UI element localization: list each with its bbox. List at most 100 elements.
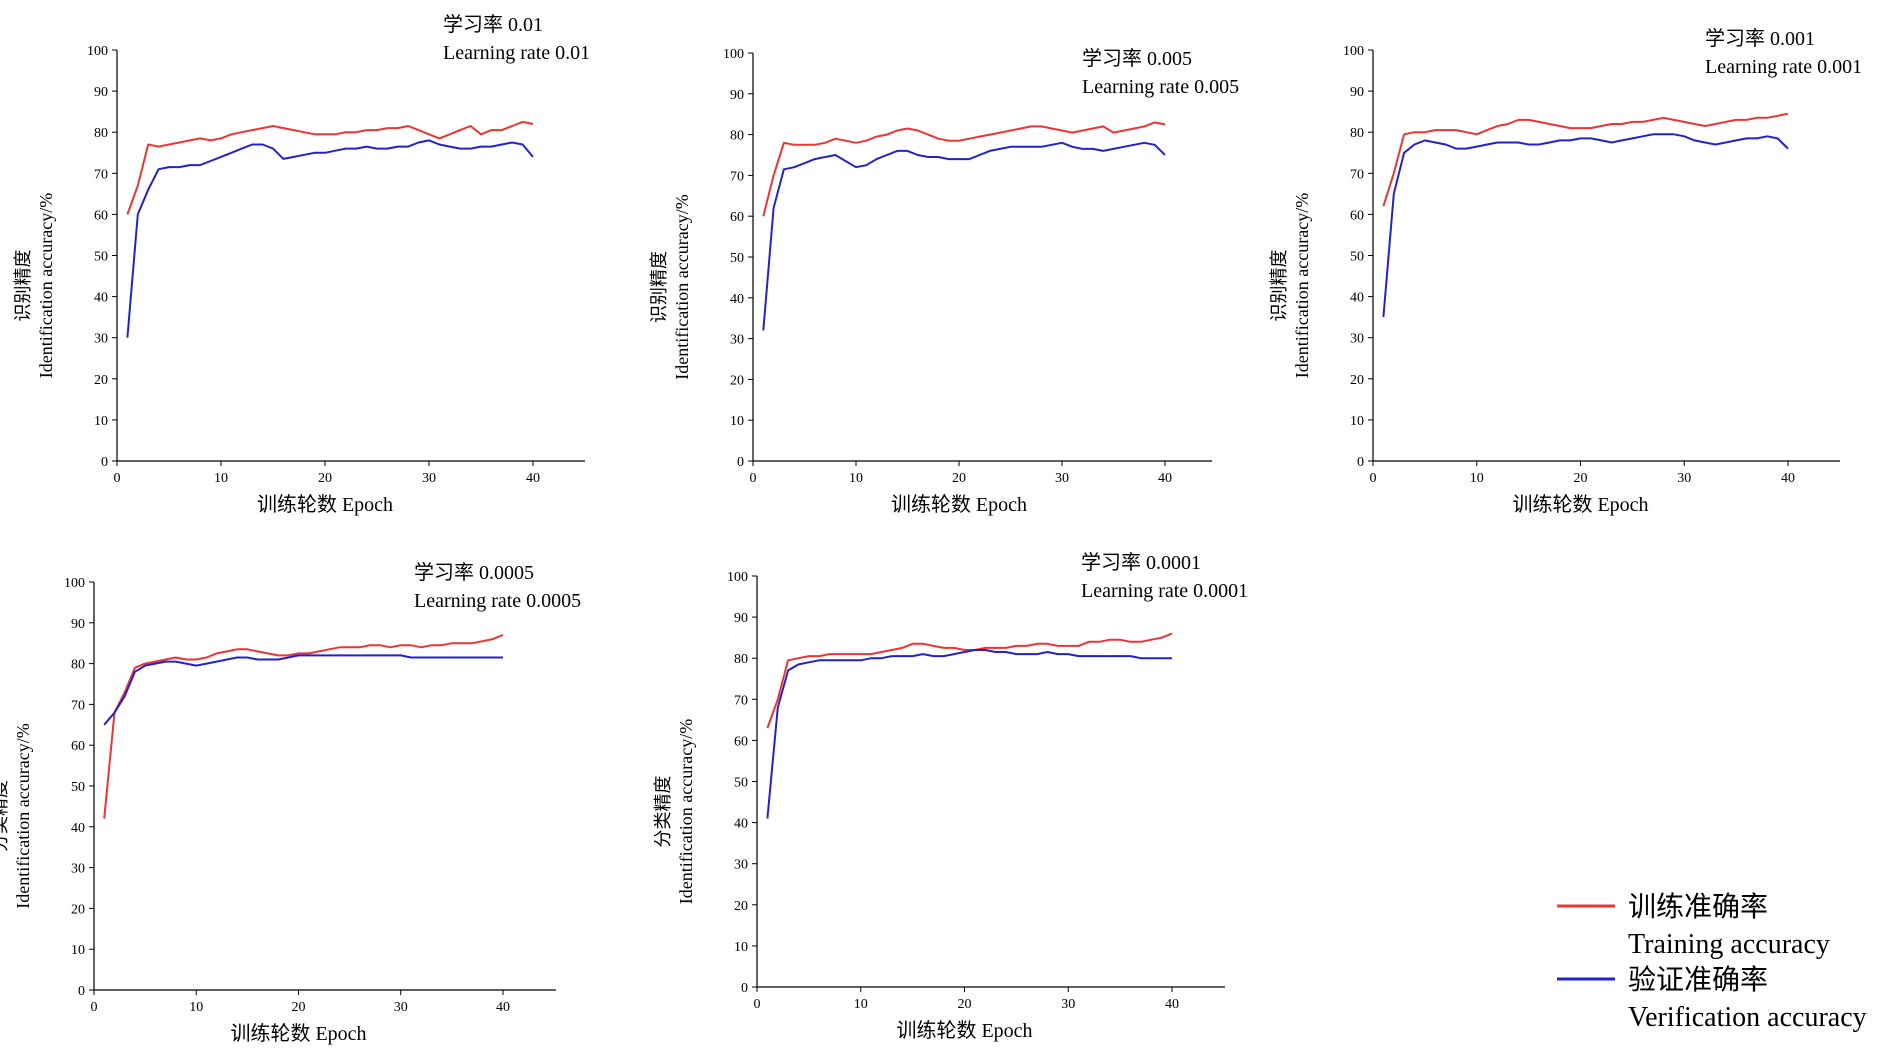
- training-accuracy-line: [762, 121, 1166, 217]
- learning-rate-note-en: Learning rate 0.005: [1082, 76, 1239, 98]
- y-tick-label: 50: [71, 780, 85, 795]
- y-axis-label-en: Identification accuracy/%: [36, 193, 56, 378]
- learning-rate-note-cn: 学习率 0.0001: [1081, 551, 1201, 574]
- y-tick-label: 20: [1350, 373, 1364, 388]
- x-tick-label: 20: [318, 471, 332, 486]
- x-tick-label: 30: [422, 471, 436, 486]
- y-tick-label: 90: [734, 611, 748, 626]
- chart-panel-5: 0 10 20 30 40 50 60 70 80 90 100 0 10 20 30 40 训练轮数 Epoc…: [653, 551, 1248, 1042]
- verification-accuracy-line: [762, 141, 1166, 331]
- x-tick-label: 40: [1158, 471, 1172, 486]
- y-tick-label: 80: [94, 126, 108, 141]
- x-tick-label: 0: [1370, 471, 1377, 486]
- y-tick-label: 60: [734, 734, 748, 749]
- y-tick-label: 0: [737, 455, 744, 470]
- learning-rate-note-cn: 学习率 0.01: [443, 13, 543, 36]
- y-tick-label: 30: [71, 862, 85, 877]
- y-tick-label: 20: [71, 902, 85, 917]
- legend-verification-label-en: Verification accuracy: [1628, 1002, 1867, 1033]
- chart-panel-4: 0 10 20 30 40 50 60 70 80 90 100 0 10 20 30 40 训练轮数 Epoc…: [0, 561, 581, 1045]
- learning-rate-note-en: Learning rate 0.001: [1705, 56, 1862, 78]
- chart-panel-1: 0 10 20 30 40 50 60 70 80 90 100 0 10 20 30 40 训练轮数 Epoc…: [13, 13, 590, 516]
- y-tick-label: 50: [1350, 250, 1364, 265]
- y-tick-label: 70: [1350, 167, 1364, 182]
- y-axis-label-cn: 识别精度: [13, 250, 33, 322]
- y-axis-label-en: Identification accuracy/%: [1292, 193, 1312, 378]
- x-tick-label: 10: [214, 471, 228, 486]
- x-tick-label: 30: [1677, 471, 1691, 486]
- y-tick-label: 90: [71, 617, 85, 632]
- y-tick-label: 30: [1350, 332, 1364, 347]
- y-tick-label: 60: [94, 208, 108, 223]
- y-tick-label: 30: [734, 858, 748, 873]
- y-tick-label: 80: [71, 658, 85, 673]
- y-tick-label: 20: [730, 373, 744, 388]
- y-tick-label: 100: [64, 576, 85, 591]
- x-tick-label: 20: [958, 997, 972, 1012]
- x-tick-label: 40: [1165, 997, 1179, 1012]
- y-tick-label: 20: [94, 373, 108, 388]
- verification-accuracy-line: [1382, 133, 1789, 318]
- legend: 训练准确率 Training accuracy 验证准确率 Verificati…: [1557, 891, 1867, 1033]
- learning-rate-note-cn: 学习率 0.001: [1705, 27, 1815, 50]
- x-tick-label: 0: [114, 471, 121, 486]
- y-axis-label-cn: 识别精度: [649, 251, 669, 323]
- training-accuracy-line: [766, 632, 1173, 729]
- x-tick-label: 10: [189, 1000, 203, 1015]
- legend-training-label-en: Training accuracy: [1628, 929, 1830, 960]
- y-tick-label: 0: [78, 984, 85, 999]
- training-accuracy-line: [103, 634, 504, 819]
- x-tick-label: 10: [849, 471, 863, 486]
- x-tick-label: 30: [1055, 471, 1069, 486]
- y-tick-label: 80: [734, 652, 748, 667]
- y-tick-label: 50: [730, 251, 744, 266]
- x-tick-label: 30: [1061, 997, 1075, 1012]
- x-axis-label: 训练轮数 Epoch: [230, 1022, 366, 1045]
- x-axis-label: 训练轮数 Epoch: [1512, 493, 1648, 516]
- y-tick-label: 0: [1357, 455, 1364, 470]
- y-tick-label: 80: [730, 129, 744, 144]
- verification-accuracy-line: [766, 649, 1172, 819]
- y-tick-label: 10: [71, 943, 85, 958]
- x-tick-label: 20: [1574, 471, 1588, 486]
- chart-panel-2: 0 10 20 30 40 50 60 70 80 90 100 0 10 20 30 40 训练轮数 Epoc…: [649, 47, 1239, 516]
- y-axis-label-cn: 分类精度: [653, 776, 673, 848]
- learning-rate-note-en: Learning rate 0.0005: [414, 590, 581, 612]
- y-tick-label: 40: [730, 292, 744, 307]
- x-tick-label: 10: [854, 997, 868, 1012]
- verification-accuracy-line: [126, 139, 534, 338]
- y-tick-label: 40: [71, 821, 85, 836]
- x-tick-label: 40: [1781, 471, 1795, 486]
- learning-rate-note-en: Learning rate 0.01: [443, 42, 590, 64]
- y-tick-label: 20: [734, 899, 748, 914]
- x-tick-label: 20: [292, 1000, 306, 1015]
- y-axis-label-en: Identification accuracy/%: [13, 723, 33, 908]
- y-tick-label: 10: [1350, 414, 1364, 429]
- x-tick-label: 0: [91, 1000, 98, 1015]
- y-tick-label: 60: [1350, 208, 1364, 223]
- y-tick-label: 40: [1350, 291, 1364, 306]
- y-tick-label: 60: [71, 739, 85, 754]
- y-tick-label: 100: [1343, 44, 1364, 59]
- y-tick-label: 80: [1350, 126, 1364, 141]
- x-tick-label: 30: [394, 1000, 408, 1015]
- y-tick-label: 30: [94, 332, 108, 347]
- y-axis-label-cn: 识别精度: [1269, 250, 1289, 322]
- y-tick-label: 40: [734, 817, 748, 832]
- y-tick-label: 90: [1350, 85, 1364, 100]
- y-tick-label: 10: [94, 414, 108, 429]
- legend-verification-label-cn: 验证准确率: [1628, 964, 1768, 996]
- y-tick-label: 90: [730, 88, 744, 103]
- y-tick-label: 0: [101, 455, 108, 470]
- y-tick-label: 50: [734, 776, 748, 791]
- x-tick-label: 0: [750, 471, 757, 486]
- learning-rate-note-en: Learning rate 0.0001: [1081, 580, 1248, 602]
- y-tick-label: 100: [723, 47, 744, 62]
- x-tick-label: 40: [496, 1000, 510, 1015]
- y-tick-label: 100: [727, 570, 748, 585]
- chart-panel-3: 0 10 20 30 40 50 60 70 80 90 100 0 10 20 30 40 训练轮数 Epoc…: [1269, 27, 1862, 516]
- x-tick-label: 40: [526, 471, 540, 486]
- x-axis-label: 训练轮数 Epoch: [896, 1019, 1032, 1042]
- y-tick-label: 50: [94, 250, 108, 265]
